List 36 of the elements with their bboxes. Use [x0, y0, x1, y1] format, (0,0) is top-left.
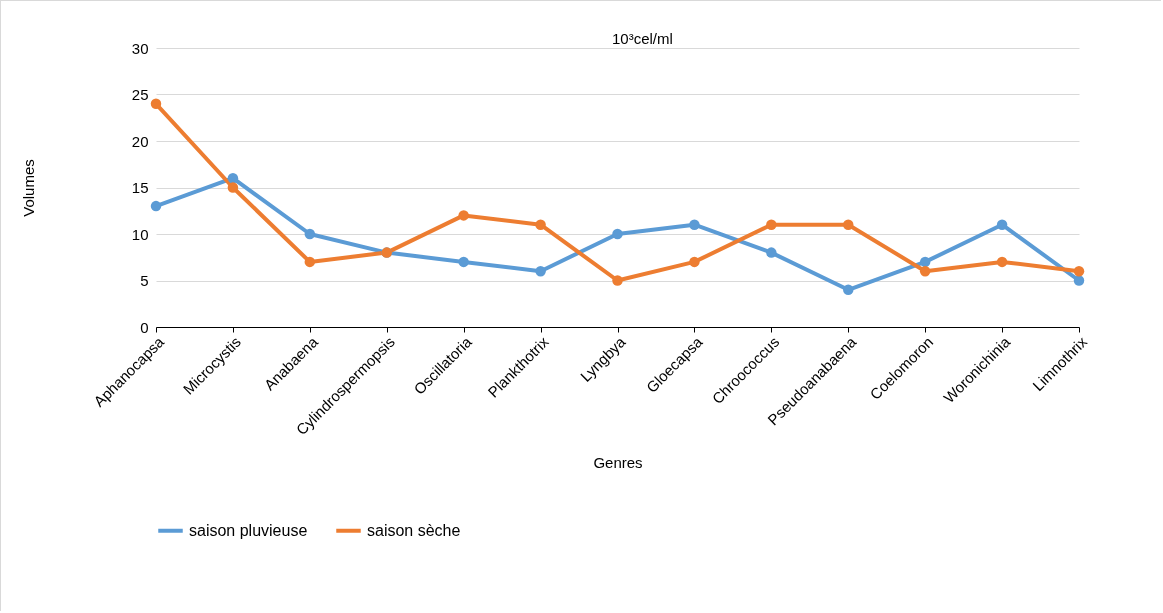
- point: [535, 219, 546, 230]
- point: [996, 219, 1008, 230]
- point: [919, 265, 931, 277]
- point: [689, 256, 700, 268]
- point: [227, 172, 239, 184]
- point: [766, 247, 777, 258]
- point: [304, 256, 316, 268]
- point: [1073, 265, 1085, 277]
- y-tick-label: 0: [140, 318, 149, 336]
- point: [458, 256, 469, 268]
- point: [535, 265, 546, 277]
- point: [766, 219, 777, 230]
- point: [227, 182, 239, 193]
- point: [1073, 275, 1085, 286]
- y-tick-label: 15: [131, 179, 149, 196]
- point: [996, 256, 1008, 268]
- x-axis-title: Genres: [593, 454, 643, 472]
- y-tick-label: 30: [131, 39, 149, 57]
- legend-label: saison pluvieuse: [189, 521, 308, 539]
- point: [919, 256, 931, 268]
- point: [458, 210, 469, 221]
- y-tick-label: 5: [140, 272, 149, 289]
- text: 10³cel/ml: [611, 30, 673, 47]
- point: [843, 284, 854, 296]
- point: [304, 228, 316, 240]
- y-tick-label: 10: [131, 225, 149, 243]
- point: [612, 275, 623, 286]
- point: [843, 219, 854, 230]
- point: [612, 228, 623, 240]
- y-axis-title: Volumes: [19, 159, 37, 217]
- point: [150, 200, 162, 212]
- legend-label: saison sèche: [367, 521, 461, 539]
- y-tick-label: 25: [131, 86, 149, 103]
- point: [150, 98, 162, 110]
- point: [689, 219, 700, 230]
- y-tick-label: 20: [131, 132, 149, 150]
